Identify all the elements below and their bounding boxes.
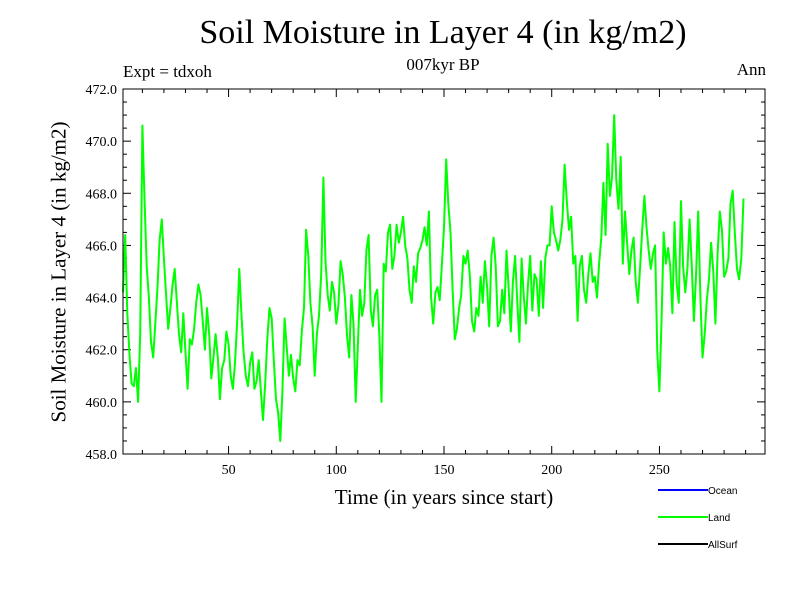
legend-label-allsurf: AllSurf <box>708 540 738 551</box>
y-tick-label: 458.0 <box>86 448 118 463</box>
y-tick-label: 462.0 <box>86 344 118 359</box>
x-tick-label: 100 <box>326 463 347 478</box>
season-label: Ann <box>736 60 766 79</box>
x-tick-label: 250 <box>649 463 670 478</box>
x-axis-label: Time (in years since start) <box>334 485 554 509</box>
axis-ticks <box>123 89 765 454</box>
x-tick-label: 150 <box>434 463 455 478</box>
y-tick-labels: 458.0 460.0 462.0 464.0 466.0 468.0 470.0 472.0 <box>86 83 118 463</box>
y-tick-label: 470.0 <box>86 135 118 150</box>
y-tick-label: 466.0 <box>86 239 118 254</box>
legend: Ocean Land AllSurf <box>658 486 738 551</box>
chart-title: Soil Moisture in Layer 4 (in kg/m2) <box>199 14 687 51</box>
plot-frame <box>122 88 766 455</box>
y-axis-label: Soil Moisture in Layer 4 (in kg/m2) <box>46 121 71 423</box>
x-tick-labels: 50 100 150 200 250 <box>222 463 670 478</box>
series-line-land <box>122 114 745 442</box>
y-tick-label: 472.0 <box>86 83 118 98</box>
y-tick-label: 464.0 <box>86 292 118 307</box>
y-tick-label: 468.0 <box>86 187 118 202</box>
x-tick-label: 50 <box>222 463 236 478</box>
legend-label-land: Land <box>708 513 730 524</box>
x-tick-label: 200 <box>541 463 562 478</box>
experiment-label: Expt = tdxoh <box>123 62 212 81</box>
chart-subtitle: 007kyr BP <box>406 55 480 74</box>
legend-label-ocean: Ocean <box>708 486 737 497</box>
y-tick-label: 460.0 <box>86 396 118 411</box>
